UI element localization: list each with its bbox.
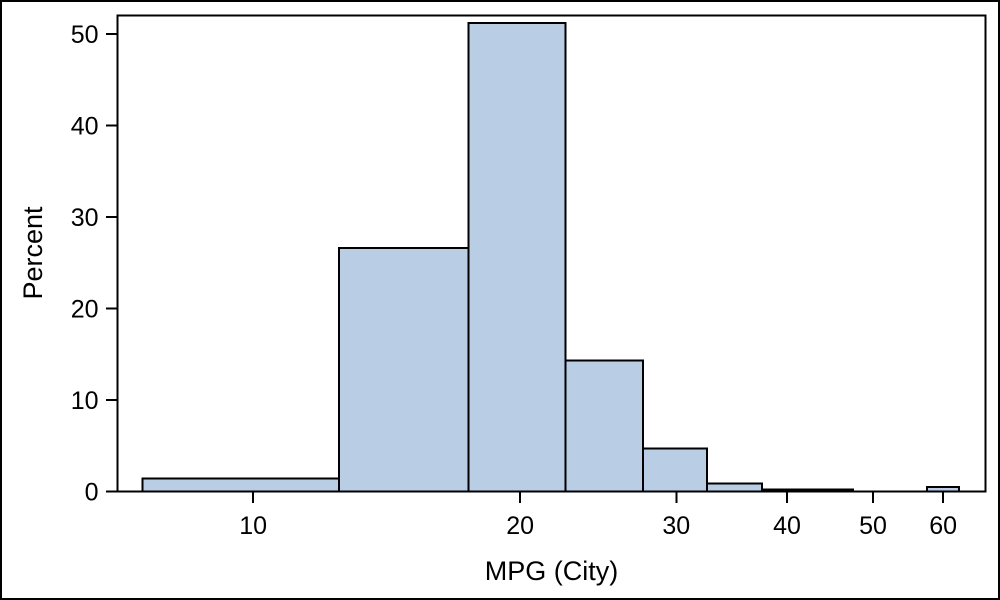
x-tick-label: 60 — [929, 512, 957, 540]
histogram-bar-20 — [467, 21, 567, 493]
histogram-bar-10 — [141, 477, 341, 493]
x-tick-label: 40 — [773, 512, 801, 540]
x-tick-label: 50 — [859, 512, 887, 540]
histogram-bar-30 — [641, 447, 709, 493]
y-tick-label: 10 — [71, 387, 99, 415]
histogram-bar-35 — [706, 482, 764, 493]
x-tick-label: 20 — [506, 512, 534, 540]
histogram-bar-15 — [338, 247, 470, 493]
plot-frame — [116, 14, 987, 493]
y-axis-label: Percent — [18, 206, 48, 300]
y-tick-label: 20 — [71, 295, 99, 323]
y-tick-label: 40 — [71, 112, 99, 140]
y-tick-label: 50 — [71, 21, 99, 49]
y-tick-label: 0 — [85, 479, 99, 507]
histogram-bar-25 — [564, 359, 644, 493]
x-tick-label: 10 — [239, 512, 267, 540]
x-tick-label: 30 — [662, 512, 690, 540]
x-axis-label: MPG (City) — [485, 556, 618, 586]
y-tick-label: 30 — [71, 204, 99, 232]
